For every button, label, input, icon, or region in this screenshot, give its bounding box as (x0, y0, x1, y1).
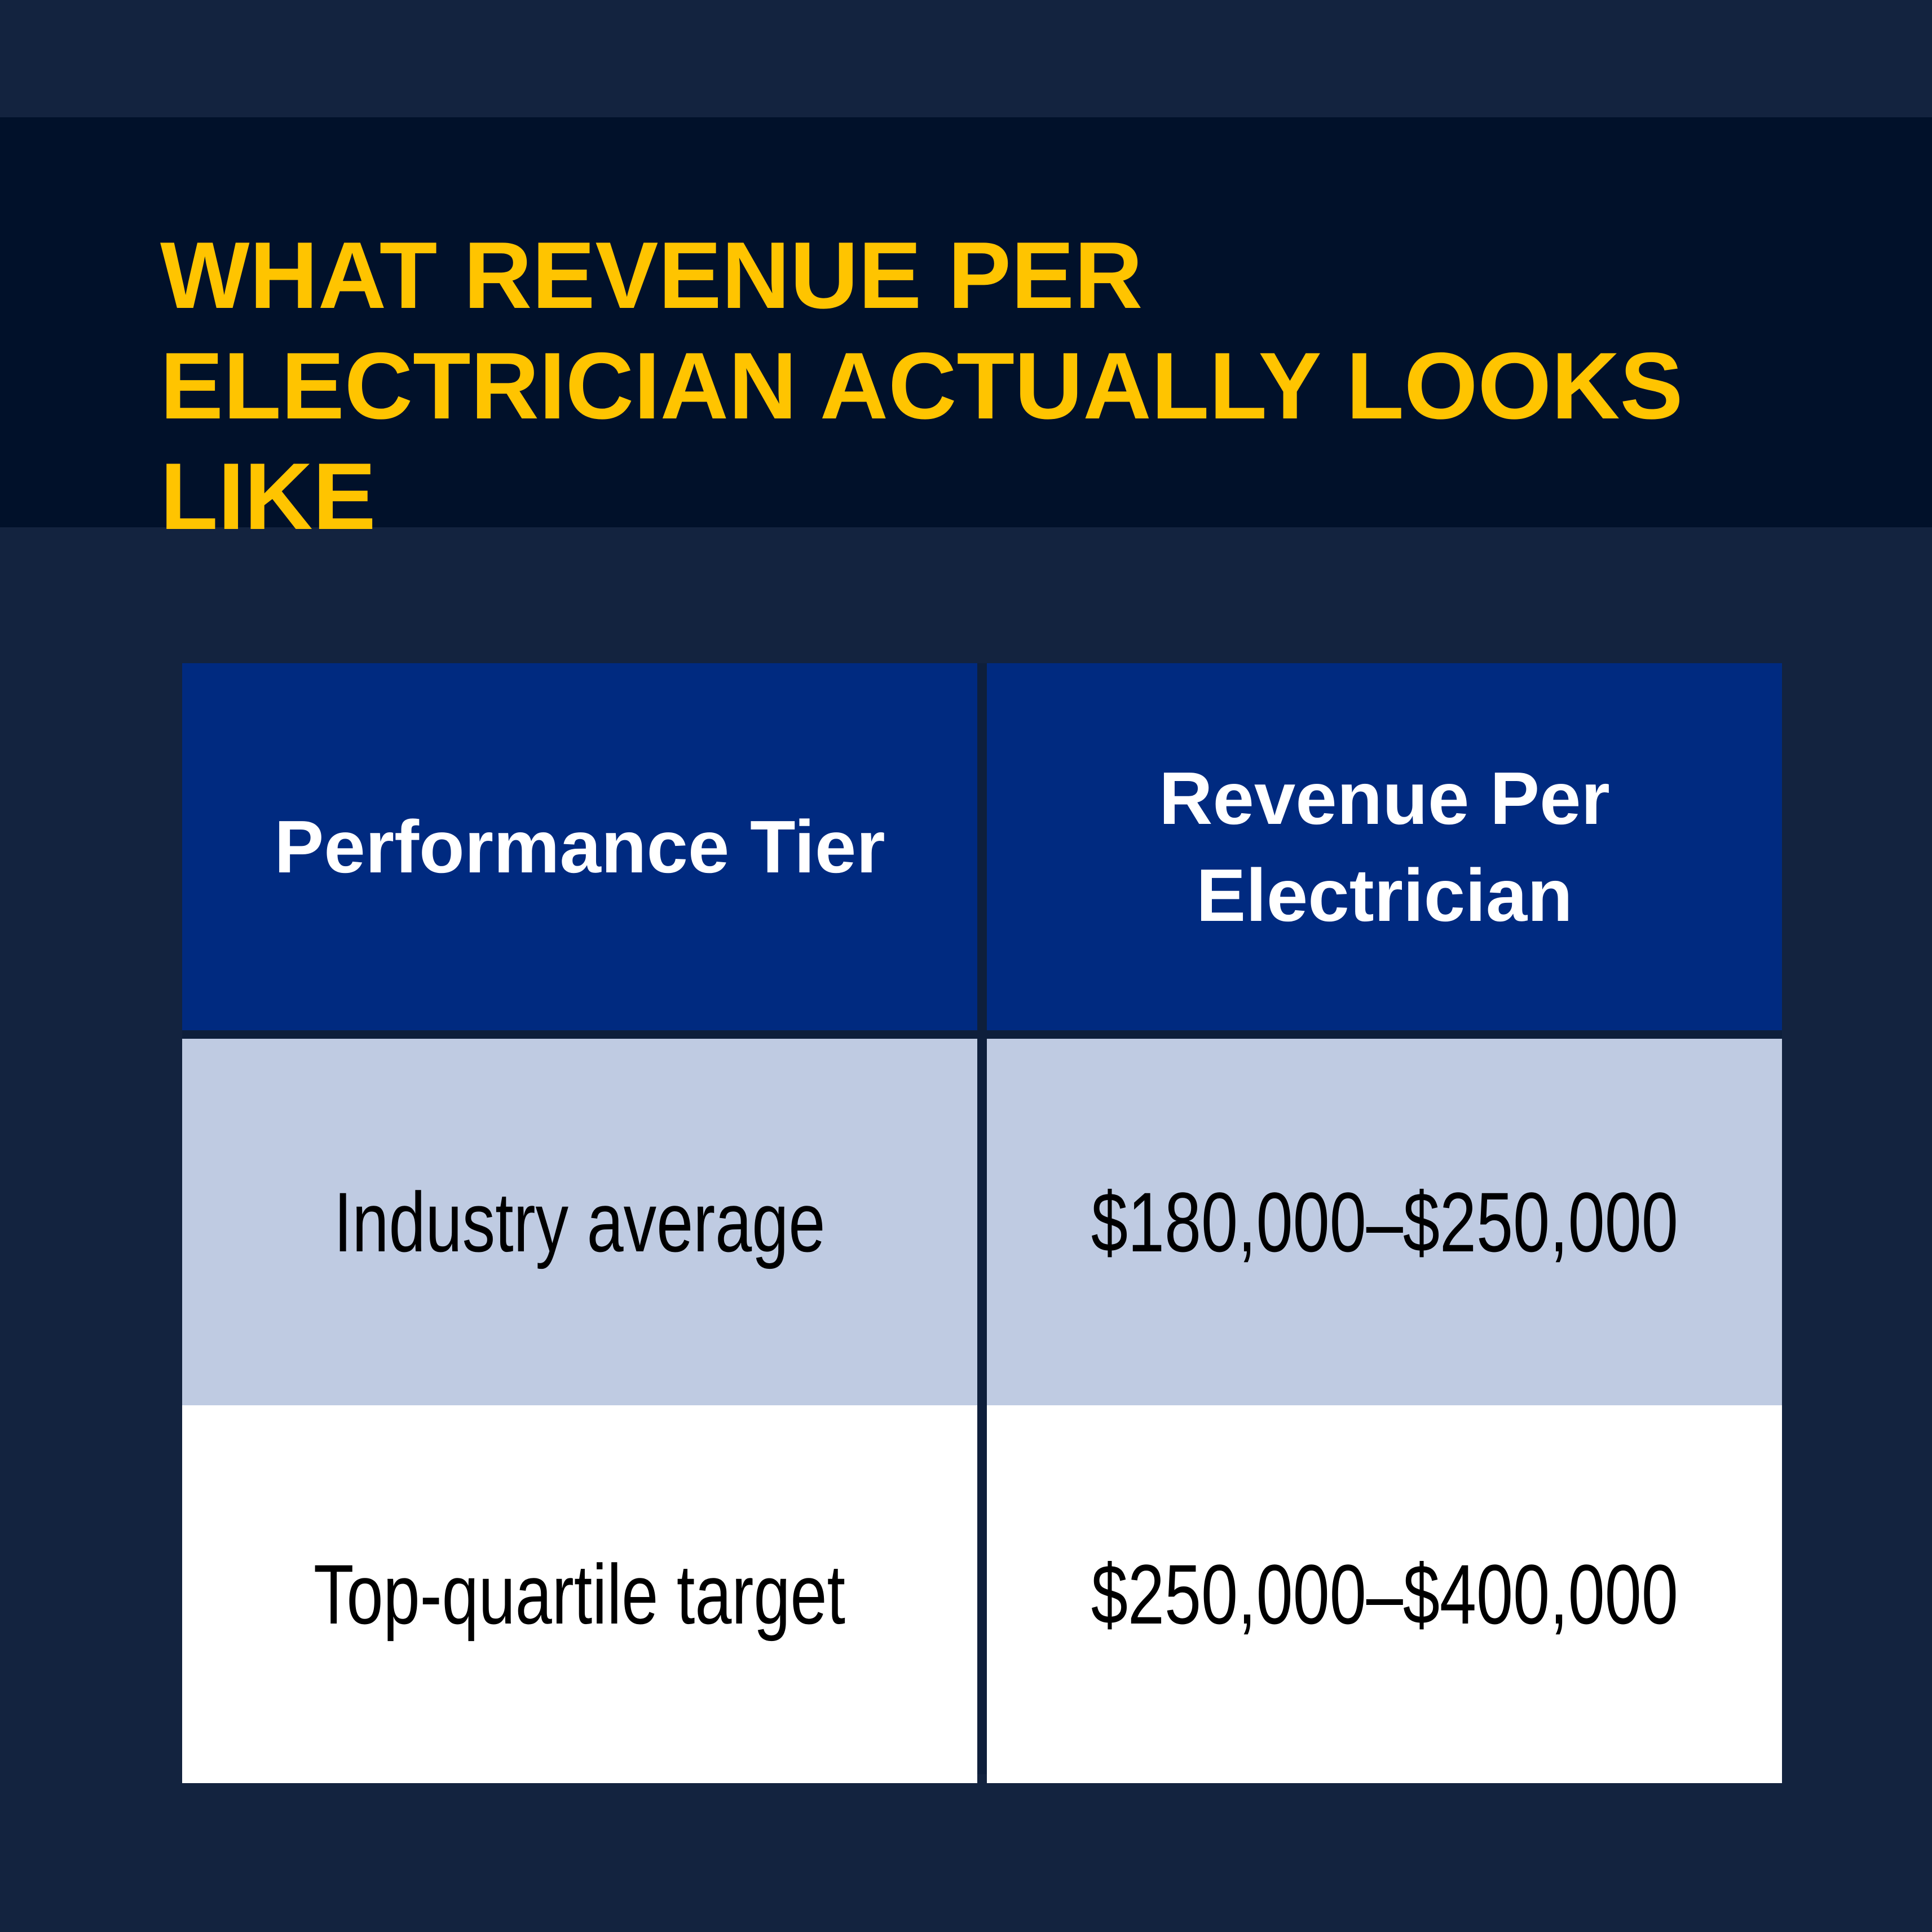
cell-text: Top-quartile target (314, 1546, 846, 1642)
column-header: Performance Tier (182, 663, 977, 1030)
cell-text: $180,000–$250,000 (1091, 1174, 1678, 1269)
table-cell: $250,000–$400,000 (987, 1405, 1782, 1783)
table: Performance Tier Revenue Per Electrician… (182, 663, 1782, 1783)
table-cell: $180,000–$250,000 (987, 1039, 1782, 1405)
cell-text: $250,000–$400,000 (1091, 1546, 1678, 1642)
title-band (0, 117, 1932, 527)
cell-text: Industry average (334, 1174, 826, 1269)
table-cell: Industry average (182, 1039, 977, 1405)
column-header: Revenue Per Electrician (987, 663, 1782, 1030)
table-cell: Top-quartile target (182, 1405, 977, 1783)
title: WHAT REVENUE PER ELECTRICIAN ACTUALLY LO… (160, 222, 1683, 549)
